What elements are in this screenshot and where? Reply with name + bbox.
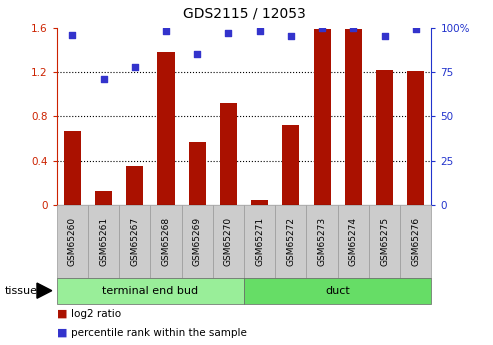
- Text: GSM65275: GSM65275: [380, 217, 389, 266]
- Point: [224, 30, 232, 36]
- Point: [131, 64, 139, 69]
- Bar: [251, 200, 268, 205]
- Point: [412, 27, 420, 32]
- Bar: [376, 70, 393, 205]
- Text: ■: ■: [57, 309, 67, 319]
- Text: GSM65272: GSM65272: [286, 217, 295, 266]
- Text: GDS2115 / 12053: GDS2115 / 12053: [183, 7, 305, 21]
- Text: GSM65267: GSM65267: [130, 217, 139, 266]
- Point: [193, 51, 201, 57]
- Text: GSM65274: GSM65274: [349, 217, 358, 266]
- Point: [287, 34, 295, 39]
- Bar: [157, 52, 175, 205]
- Text: GSM65270: GSM65270: [224, 217, 233, 266]
- Text: ■: ■: [57, 328, 67, 338]
- Text: GSM65260: GSM65260: [68, 217, 77, 266]
- Bar: [126, 166, 143, 205]
- Point: [350, 25, 357, 30]
- Text: GSM65271: GSM65271: [255, 217, 264, 266]
- Bar: [95, 191, 112, 205]
- Text: terminal end bud: terminal end bud: [103, 286, 198, 296]
- Text: log2 ratio: log2 ratio: [71, 309, 122, 319]
- Text: duct: duct: [325, 286, 350, 296]
- Text: GSM65276: GSM65276: [411, 217, 420, 266]
- Point: [69, 32, 76, 38]
- Point: [162, 28, 170, 34]
- Point: [100, 76, 107, 82]
- Text: tissue: tissue: [5, 286, 38, 296]
- Bar: [407, 71, 424, 205]
- Text: GSM65268: GSM65268: [162, 217, 171, 266]
- Point: [256, 28, 264, 34]
- Bar: [345, 29, 362, 205]
- Bar: [282, 125, 299, 205]
- Point: [318, 25, 326, 30]
- Text: percentile rank within the sample: percentile rank within the sample: [71, 328, 247, 338]
- Bar: [189, 142, 206, 205]
- Bar: [220, 103, 237, 205]
- Point: [381, 34, 388, 39]
- Bar: [64, 131, 81, 205]
- Text: GSM65261: GSM65261: [99, 217, 108, 266]
- Text: GSM65273: GSM65273: [317, 217, 326, 266]
- Text: GSM65269: GSM65269: [193, 217, 202, 266]
- Bar: [314, 29, 331, 205]
